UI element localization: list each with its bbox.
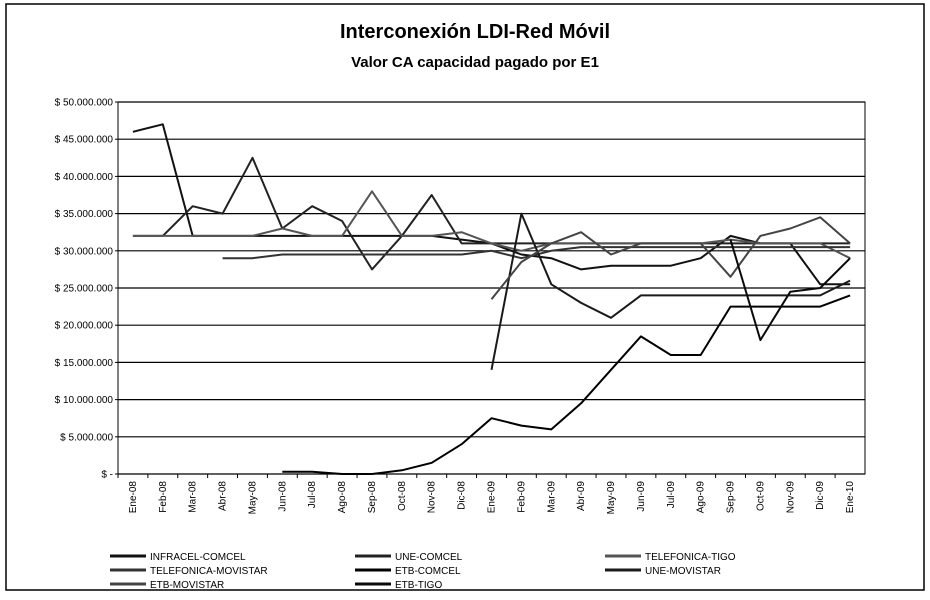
y-tick-label: $ 50.000.000 bbox=[55, 98, 114, 109]
y-tick-label: $ 15.000.000 bbox=[55, 358, 114, 369]
y-tick-label: $ 25.000.000 bbox=[55, 284, 114, 295]
y-tick-label: $ 5.000.000 bbox=[60, 432, 113, 443]
chart-subtitle: Valor CA capacidad pagado por E1 bbox=[351, 54, 599, 71]
legend-label: UNE-COMCEL bbox=[395, 552, 463, 563]
x-tick-label: Ene-08 bbox=[128, 481, 139, 514]
y-tick-label: $ 35.000.000 bbox=[55, 209, 114, 220]
x-tick-label: May-09 bbox=[606, 481, 617, 515]
x-tick-label: Jun-08 bbox=[277, 481, 288, 512]
series-line bbox=[729, 239, 851, 342]
x-tick-label: Feb-08 bbox=[158, 481, 169, 513]
legend-label: ETB-TIGO bbox=[395, 580, 442, 591]
x-tick-label: Sep-09 bbox=[726, 481, 737, 514]
x-tick-label: Oct-09 bbox=[755, 481, 766, 511]
x-tick-label: Sep-08 bbox=[367, 481, 378, 514]
legend-label: TELEFONICA-TIGO bbox=[645, 552, 736, 563]
x-tick-label: Nov-08 bbox=[427, 481, 438, 514]
series-line bbox=[222, 246, 851, 260]
legend-label: ETB-COMCEL bbox=[395, 566, 461, 577]
legend-label: TELEFONICA-MOVISTAR bbox=[150, 566, 268, 577]
x-tick-label: Jul-09 bbox=[666, 481, 677, 509]
y-tick-label: $ 20.000.000 bbox=[55, 321, 114, 332]
x-tick-label: Oct-08 bbox=[397, 481, 408, 511]
legend-label: ETB-MOVISTAR bbox=[150, 580, 224, 591]
x-tick-label: Jun-09 bbox=[636, 481, 647, 512]
y-tick-label: $ - bbox=[101, 470, 113, 481]
x-tick-label: Mar-08 bbox=[188, 481, 199, 513]
series-line bbox=[490, 212, 851, 370]
legend-label: INFRACEL-COMCEL bbox=[150, 552, 246, 563]
x-tick-label: Ago-08 bbox=[337, 481, 348, 514]
series-line bbox=[282, 294, 851, 475]
x-tick-label: Mar-09 bbox=[546, 481, 557, 513]
x-tick-label: Ene-10 bbox=[845, 481, 856, 514]
y-tick-label: $ 30.000.000 bbox=[55, 246, 114, 257]
chart-title: Interconexión LDI-Red Móvil bbox=[340, 21, 610, 43]
x-tick-label: Abr-09 bbox=[576, 481, 587, 511]
x-tick-label: Jul-08 bbox=[307, 481, 318, 509]
x-tick-label: May-08 bbox=[247, 481, 258, 515]
x-tick-label: Abr-08 bbox=[218, 481, 229, 511]
x-tick-label: Nov-09 bbox=[785, 481, 796, 514]
x-tick-label: Feb-09 bbox=[516, 481, 527, 513]
legend-label: UNE-MOVISTAR bbox=[645, 566, 721, 577]
series-line bbox=[490, 216, 851, 300]
y-tick-label: $ 40.000.000 bbox=[55, 172, 114, 183]
y-tick-label: $ 10.000.000 bbox=[55, 395, 114, 406]
x-tick-label: Dic-08 bbox=[457, 481, 468, 510]
x-tick-label: Ene-09 bbox=[487, 481, 498, 514]
x-tick-label: Dic-09 bbox=[815, 481, 826, 510]
y-tick-label: $ 45.000.000 bbox=[55, 135, 114, 146]
x-tick-label: Ago-09 bbox=[696, 481, 707, 514]
